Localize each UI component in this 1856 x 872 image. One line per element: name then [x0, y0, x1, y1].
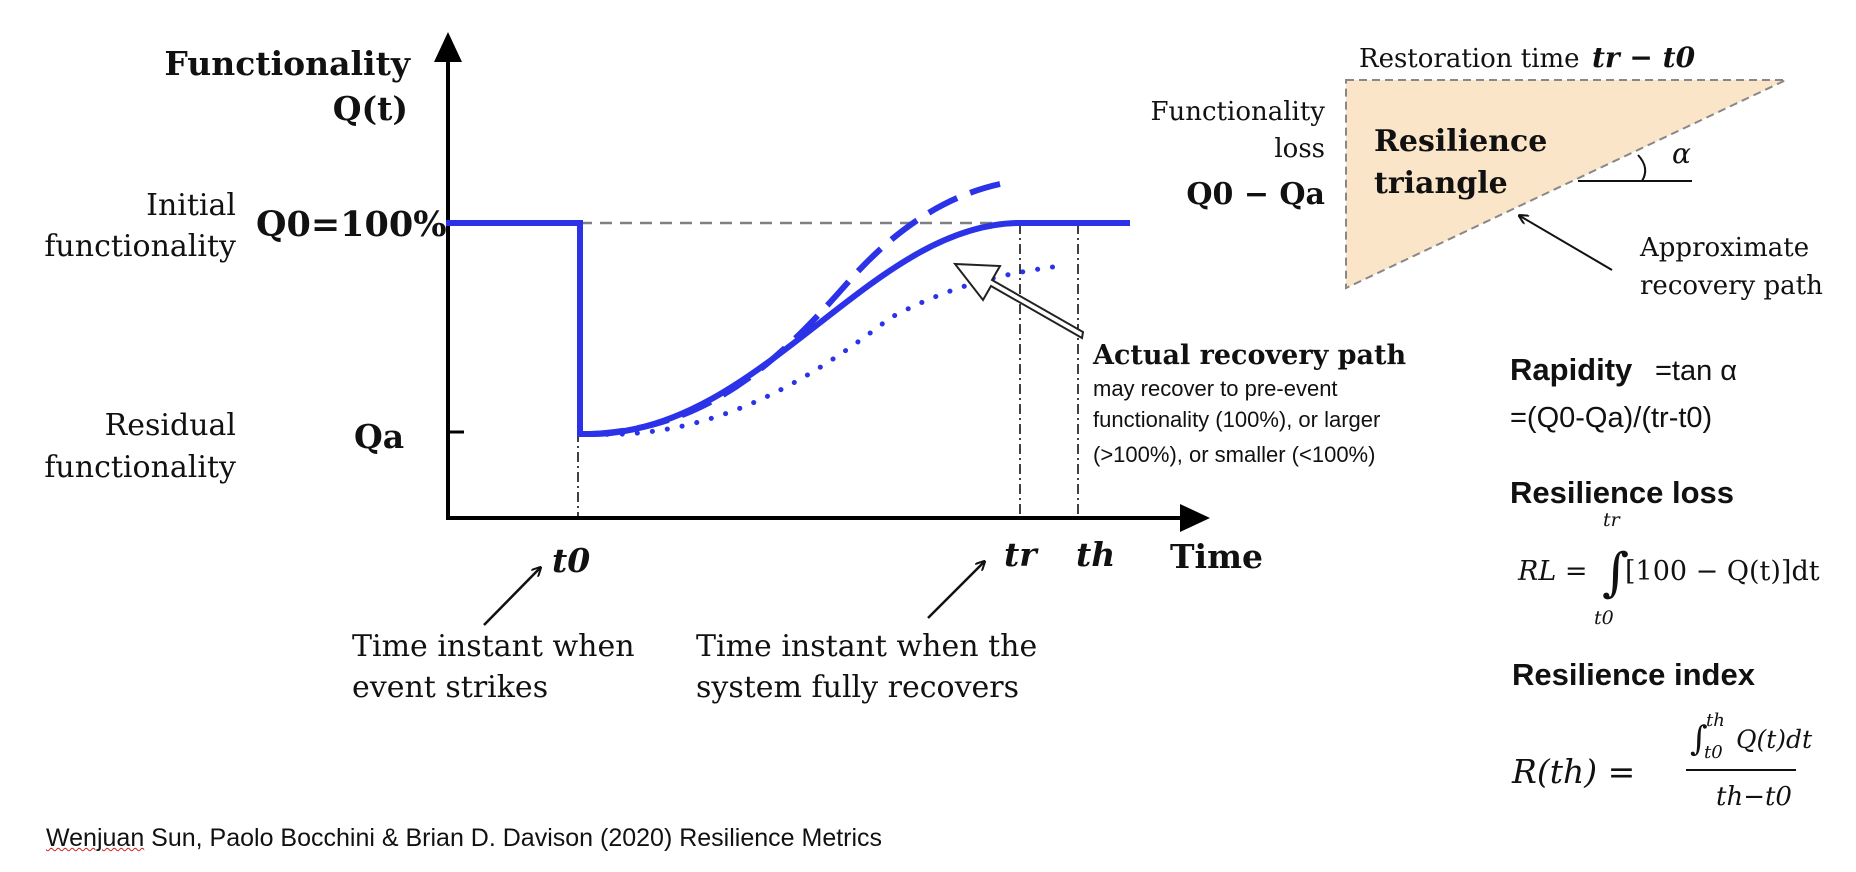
resilience-loss-upper-limit: tr: [1603, 509, 1622, 531]
resilience-index-lower-limit: t0: [1704, 742, 1723, 763]
tr-note-line2: system fully recovers: [696, 670, 1019, 705]
recovery-curve-dashed: [591, 181, 1001, 437]
tr-label: tr: [1004, 535, 1039, 574]
resilience-triangle: [1345, 79, 1787, 290]
x-axis-arrowhead: [1180, 504, 1210, 532]
q0-label: Q0=100%: [256, 204, 446, 245]
resilience-loss-body: [100 − Q(t)]dt: [1625, 556, 1820, 587]
metrics-panel: Rapidity =tan α =(Q0-Qa)/(tr-t0) Resilie…: [1510, 352, 1820, 812]
resilience-loss-lhs: RL =: [1517, 556, 1587, 587]
resilience-triangle-panel: α Resilience triangle Restoration time t…: [1150, 41, 1823, 301]
resilience-index-title: Resilience index: [1512, 657, 1756, 692]
restoration-time-label: Restoration time: [1359, 44, 1580, 74]
approximate-path-label-line2: recovery path: [1640, 271, 1823, 301]
triangle-title-line2: triangle: [1374, 166, 1508, 201]
actual-path-line2: functionality (100%), or larger: [1093, 407, 1380, 432]
residual-functionality-label-line2: functionality: [44, 450, 236, 485]
t0-annotation-arrow: [483, 568, 540, 626]
resilience-index-upper-limit: th: [1706, 710, 1725, 731]
actual-path-title: Actual recovery path: [1092, 340, 1407, 371]
initial-functionality-label-line1: Initial: [146, 188, 236, 223]
resilience-loss-title: Resilience loss: [1510, 475, 1734, 510]
citation: Wenjuan Sun, Paolo Bocchini & Brian D. D…: [46, 824, 882, 853]
angle-arc: [1637, 154, 1647, 182]
qa-label: Qa: [354, 417, 404, 456]
x-axis-label: Time: [1170, 537, 1263, 576]
initial-functionality-label-line2: functionality: [44, 229, 236, 264]
t0-note-line1: Time instant when: [352, 629, 635, 664]
resilience-index-denominator: th−t0: [1716, 782, 1792, 812]
y-axis-label-line2: Q(t): [333, 89, 408, 128]
actual-path-line3: (>100%), or smaller (<100%): [1093, 442, 1375, 467]
t0-note-line2: event strikes: [352, 670, 548, 705]
rapidity-title: Rapidity: [1510, 352, 1633, 387]
functionality-loss-formula: Q0 − Qa: [1186, 177, 1325, 212]
th-label: th: [1076, 535, 1115, 574]
residual-functionality-label-line1: Residual: [105, 408, 236, 443]
resilience-loss-lower-limit: t0: [1594, 607, 1614, 629]
actual-path-block-arrow: [952, 262, 1085, 340]
citation-author-first: Wenjuan: [46, 824, 145, 852]
functionality-curves: [446, 181, 1130, 437]
y-axis-arrowhead: [434, 32, 462, 62]
triangle-title-line1: Resilience: [1374, 124, 1547, 159]
index-integral-sign: ∫: [1690, 719, 1708, 759]
axes: [434, 32, 1210, 532]
rapidity-definition: =tan α: [1655, 355, 1737, 387]
rapidity-formula: =(Q0-Qa)/(tr-t0): [1510, 402, 1712, 434]
citation-rest: Sun, Paolo Bocchini & Brian D. Davison (…: [144, 824, 883, 852]
y-axis-label-line1: Functionality: [164, 44, 410, 83]
approximate-path-label-line1: Approximate: [1639, 233, 1809, 263]
restoration-time-formula: tr − t0: [1592, 41, 1696, 74]
functionality-loss-label-line2: loss: [1274, 134, 1325, 164]
functionality-loss-label-line1: Functionality: [1150, 97, 1325, 127]
resilience-index-numerator: Q(t)dt: [1736, 725, 1813, 754]
t0-label: t0: [552, 541, 590, 580]
resilience-index-lhs: R(th) =: [1511, 752, 1635, 791]
functionality-curve-solid: [446, 220, 1130, 437]
angle-alpha-label: α: [1672, 137, 1691, 170]
actual-path-line1: may recover to pre-event: [1093, 376, 1338, 401]
approximate-path-arrow: [1520, 216, 1613, 271]
integral-sign: ∫: [1602, 543, 1629, 603]
tr-note-line1: Time instant when the: [696, 629, 1037, 664]
tr-annotation-arrow: [927, 562, 984, 619]
recovery-curve-dotted: [589, 263, 1063, 437]
